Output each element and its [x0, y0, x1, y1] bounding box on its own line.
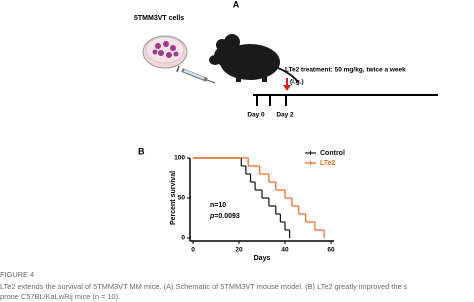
- caption-line: LTe2 extends the survival of 5TMM3VT MM …: [0, 282, 408, 291]
- x-tick-label: 40: [281, 247, 289, 254]
- y-tick-label: 0: [181, 235, 185, 242]
- caption-label: FIGURE 4: [0, 270, 34, 279]
- x-tick-label: 20: [235, 247, 243, 254]
- y-tick-label: 100: [174, 155, 185, 162]
- x-tick-label: 60: [327, 247, 335, 254]
- legend-label: Control: [320, 150, 345, 157]
- treatment-arrow: [283, 78, 291, 91]
- cells-label: 5TMM3VT cells: [134, 15, 184, 22]
- timeline: [253, 94, 438, 106]
- panel-label: A: [233, 0, 240, 9]
- petri-dish: [142, 35, 188, 69]
- timeline-label: Day 0: [247, 112, 265, 119]
- timeline-label: Day 2: [276, 112, 294, 119]
- route-label: (i.g.): [290, 79, 304, 86]
- mouse: [209, 34, 299, 83]
- legend-label: LTe2: [320, 160, 335, 167]
- syringe: [176, 65, 216, 84]
- p-symbol: p: [209, 213, 215, 220]
- y-tick-label: 50: [178, 195, 186, 202]
- x-tick-label: 0: [191, 247, 195, 254]
- p-text: =0.0093: [214, 213, 240, 220]
- p-value: p=0.0093: [209, 213, 240, 220]
- panel-label: B: [138, 146, 145, 156]
- annotation: n=10: [210, 202, 226, 209]
- x-axis-title: Days: [254, 255, 271, 262]
- treatment-label: LTe2 treatment: 50 mg/kg, twice a week: [285, 67, 406, 74]
- y-axis-title: Percent survival: [170, 171, 177, 225]
- caption-line: prone C57BL/KaLwRij mice (n = 10).: [0, 292, 120, 301]
